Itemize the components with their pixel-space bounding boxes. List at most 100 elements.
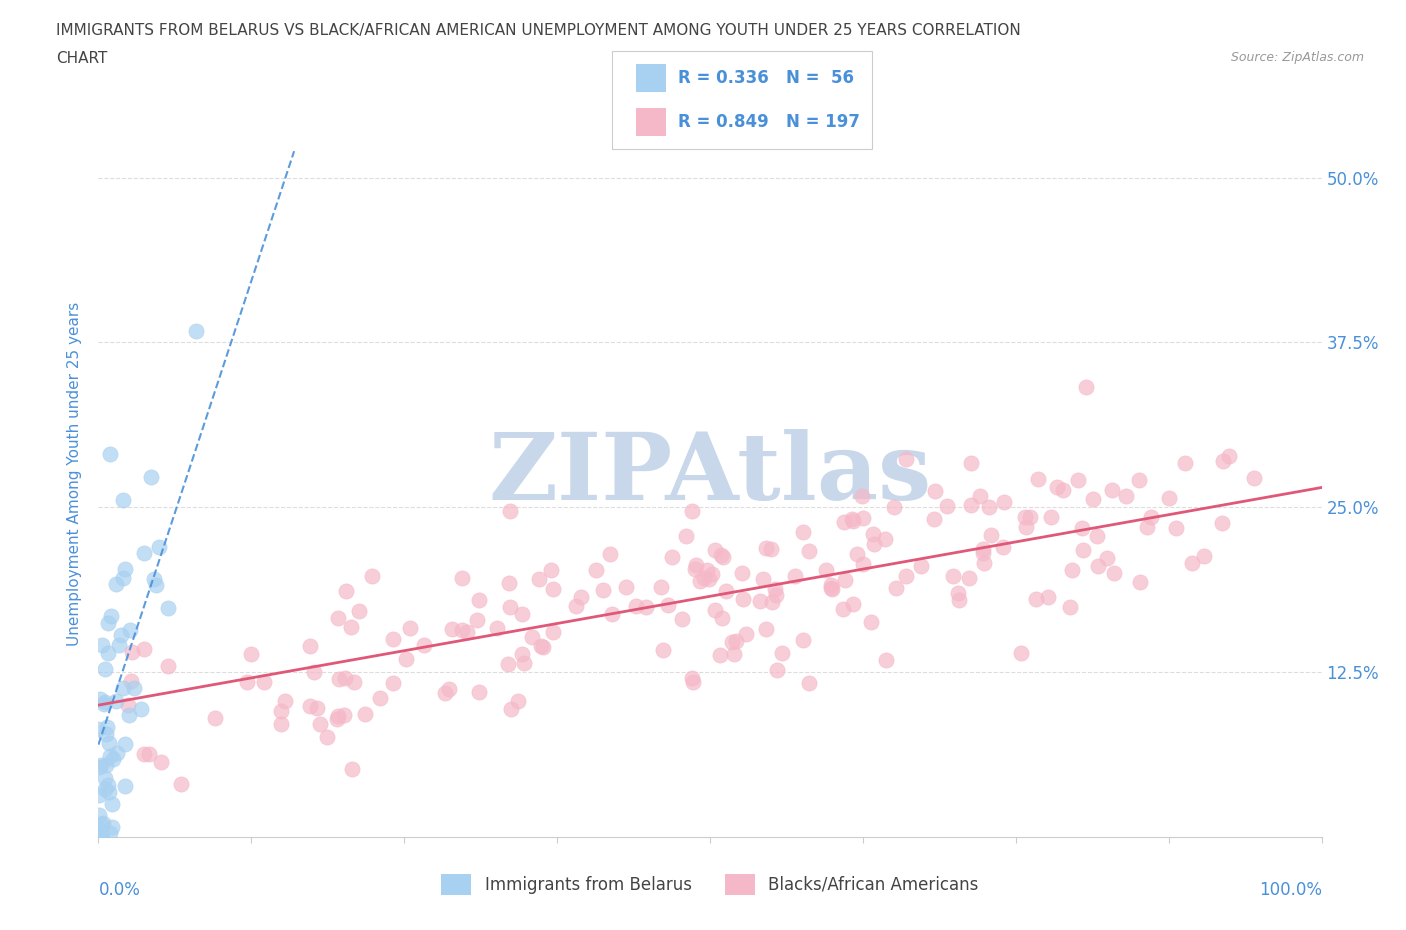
Point	[148, 539, 170, 554]
Point	[711, 610, 734, 625]
Point	[94, 757, 117, 772]
Point	[97, 646, 120, 661]
Point	[682, 675, 704, 690]
Point	[468, 592, 491, 607]
Point	[683, 562, 706, 577]
Point	[138, 747, 160, 762]
Point	[650, 579, 672, 594]
Text: R = 0.336   N =  56: R = 0.336 N = 56	[678, 69, 853, 86]
Point	[599, 546, 621, 561]
Point	[134, 642, 156, 657]
Point	[624, 599, 647, 614]
Point	[90, 829, 112, 844]
Point	[1026, 472, 1049, 486]
Point	[308, 717, 330, 732]
Point	[508, 693, 530, 708]
Point	[111, 570, 134, 585]
Point	[1102, 565, 1125, 580]
Point	[111, 493, 134, 508]
Point	[696, 563, 718, 578]
Point	[156, 658, 179, 673]
Point	[90, 758, 112, 773]
Point	[274, 694, 297, 709]
Point	[884, 580, 907, 595]
Point	[451, 622, 474, 637]
Point	[434, 685, 457, 700]
Point	[333, 671, 356, 685]
Point	[851, 556, 873, 571]
Text: CHART: CHART	[56, 51, 108, 66]
Text: 0.0%: 0.0%	[98, 881, 141, 898]
Point	[328, 672, 350, 687]
Point	[1046, 480, 1069, 495]
Point	[87, 722, 110, 737]
Point	[513, 656, 536, 671]
Point	[703, 603, 725, 618]
Point	[1040, 510, 1063, 525]
Point	[1095, 551, 1118, 565]
Point	[1164, 521, 1187, 536]
Y-axis label: Unemployment Among Youth under 25 years: Unemployment Among Youth under 25 years	[67, 302, 83, 646]
Point	[343, 674, 366, 689]
Point	[413, 637, 436, 652]
Point	[846, 546, 869, 561]
Point	[711, 550, 734, 565]
Point	[87, 808, 110, 823]
Point	[93, 697, 115, 711]
Point	[1071, 542, 1094, 557]
Point	[862, 526, 884, 541]
Point	[942, 568, 965, 583]
Point	[333, 707, 356, 722]
Point	[1136, 520, 1159, 535]
Point	[108, 637, 131, 652]
Point	[820, 578, 842, 592]
Point	[1010, 645, 1032, 660]
Point	[145, 578, 167, 592]
Point	[924, 512, 946, 526]
Point	[799, 544, 821, 559]
Point	[96, 720, 118, 735]
Point	[101, 797, 124, 812]
Point	[101, 820, 124, 835]
Point	[991, 540, 1014, 555]
Point	[437, 681, 460, 696]
Point	[97, 778, 120, 793]
Point	[98, 736, 121, 751]
Point	[704, 543, 727, 558]
Point	[969, 488, 991, 503]
Point	[957, 571, 980, 586]
Point	[792, 525, 814, 539]
Point	[585, 563, 607, 578]
Point	[1015, 520, 1038, 535]
Point	[157, 601, 180, 616]
Point	[960, 455, 983, 470]
Point	[834, 572, 856, 587]
Point	[1070, 520, 1092, 535]
Point	[592, 583, 614, 598]
Point	[842, 596, 865, 611]
Point	[440, 621, 463, 636]
Point	[299, 698, 322, 713]
Point	[141, 470, 163, 485]
Point	[316, 730, 339, 745]
Point	[395, 652, 418, 667]
Point	[90, 823, 112, 838]
Point	[118, 707, 141, 722]
Point	[765, 587, 787, 602]
Point	[1115, 489, 1137, 504]
Point	[948, 585, 970, 600]
Point	[531, 640, 554, 655]
Text: 100.0%: 100.0%	[1258, 881, 1322, 898]
Point	[499, 701, 522, 716]
Point	[723, 647, 745, 662]
Point	[1140, 510, 1163, 525]
Point	[755, 540, 778, 555]
Point	[1192, 549, 1215, 564]
Point	[398, 620, 420, 635]
Point	[101, 751, 124, 766]
Point	[465, 612, 488, 627]
Point	[697, 572, 720, 587]
Point	[270, 716, 292, 731]
Point	[671, 611, 693, 626]
Point	[675, 528, 697, 543]
